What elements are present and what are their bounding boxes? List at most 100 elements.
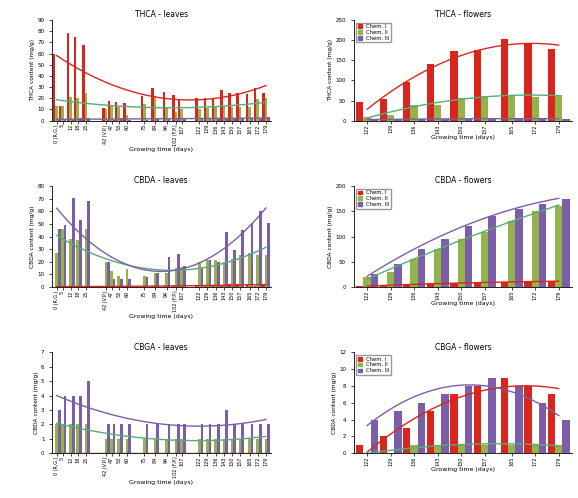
Bar (254, 286, 257, 287)
Bar (117, 107, 120, 121)
Bar (154, 96, 156, 121)
Bar (465, 119, 472, 121)
Bar (212, 98, 214, 121)
Bar (403, 428, 410, 453)
Bar (82, 286, 84, 287)
Bar (387, 115, 394, 121)
Bar (143, 275, 146, 287)
Bar (225, 119, 228, 121)
Bar (259, 211, 262, 287)
Bar (146, 120, 148, 121)
Bar (151, 286, 154, 287)
Bar (214, 260, 217, 287)
Bar (434, 445, 442, 453)
Bar (195, 286, 198, 287)
Y-axis label: CBDA content (mg/g): CBDA content (mg/g) (332, 372, 337, 434)
Bar (120, 119, 123, 121)
Bar (403, 284, 410, 287)
Bar (524, 386, 532, 453)
Bar (53, 53, 55, 121)
Bar (257, 439, 259, 453)
Bar (156, 119, 159, 121)
Bar (172, 95, 175, 121)
Bar (183, 424, 186, 453)
Bar (501, 39, 508, 121)
Bar (442, 119, 449, 121)
Bar (387, 272, 394, 287)
Title: CBGA - flowers: CBGA - flowers (435, 343, 491, 352)
Bar (474, 50, 481, 121)
Bar (488, 377, 496, 453)
Bar (508, 222, 516, 287)
Bar (548, 394, 555, 453)
Bar (79, 220, 81, 287)
Bar (450, 283, 458, 287)
Bar (128, 279, 131, 287)
Bar (69, 424, 72, 453)
Bar (394, 411, 402, 453)
Bar (234, 424, 236, 453)
Bar (364, 277, 371, 287)
Bar (209, 119, 212, 121)
Bar (61, 424, 64, 453)
Bar (177, 254, 180, 287)
Bar (246, 94, 249, 121)
Legend: Chem. I, Chem. II, Chem. III: Chem. I, Chem. II, Chem. III (356, 22, 391, 42)
Bar (458, 98, 465, 121)
Bar (203, 286, 206, 287)
Bar (251, 424, 253, 453)
Bar (180, 267, 183, 287)
Bar (236, 284, 239, 287)
Bar (214, 439, 217, 453)
Bar (74, 37, 76, 121)
Bar (128, 120, 131, 121)
Bar (380, 285, 387, 287)
Bar (562, 420, 570, 453)
Bar (223, 439, 225, 453)
Bar (165, 439, 168, 453)
Bar (55, 424, 58, 453)
X-axis label: Growing time (days): Growing time (days) (129, 480, 193, 485)
Bar (257, 255, 259, 287)
Bar (516, 386, 523, 453)
Bar (180, 110, 183, 121)
Bar (442, 394, 449, 453)
Bar (217, 119, 220, 121)
Bar (59, 106, 61, 121)
Bar (356, 102, 364, 121)
Bar (225, 232, 228, 287)
Bar (228, 284, 231, 287)
Title: CBDA - leaves: CBDA - leaves (135, 176, 188, 185)
Y-axis label: CBDA content (mg/g): CBDA content (mg/g) (328, 205, 334, 268)
Y-axis label: CBDA content (mg/g): CBDA content (mg/g) (30, 205, 35, 268)
Bar (107, 120, 110, 121)
Bar (539, 119, 546, 121)
Bar (183, 119, 186, 121)
Bar (532, 97, 539, 121)
Bar (64, 225, 66, 287)
Bar (427, 64, 434, 121)
Bar (242, 119, 244, 121)
Bar (259, 424, 262, 453)
X-axis label: Growing time (days): Growing time (days) (431, 135, 495, 140)
Bar (555, 95, 562, 121)
Bar (125, 439, 128, 453)
Bar (262, 93, 265, 121)
Bar (265, 255, 267, 287)
Bar (380, 436, 387, 453)
Bar (87, 119, 90, 121)
Bar (87, 201, 90, 287)
Bar (105, 439, 107, 453)
Title: CBDA - flowers: CBDA - flowers (435, 176, 491, 185)
Bar (177, 119, 180, 121)
Bar (76, 241, 79, 287)
Bar (427, 411, 434, 453)
Bar (539, 403, 546, 453)
Bar (267, 118, 270, 121)
X-axis label: Growing time (days): Growing time (days) (129, 147, 193, 152)
Bar (201, 424, 203, 453)
Bar (225, 410, 228, 453)
Bar (69, 97, 72, 121)
Bar (524, 43, 532, 121)
Bar (394, 264, 402, 287)
